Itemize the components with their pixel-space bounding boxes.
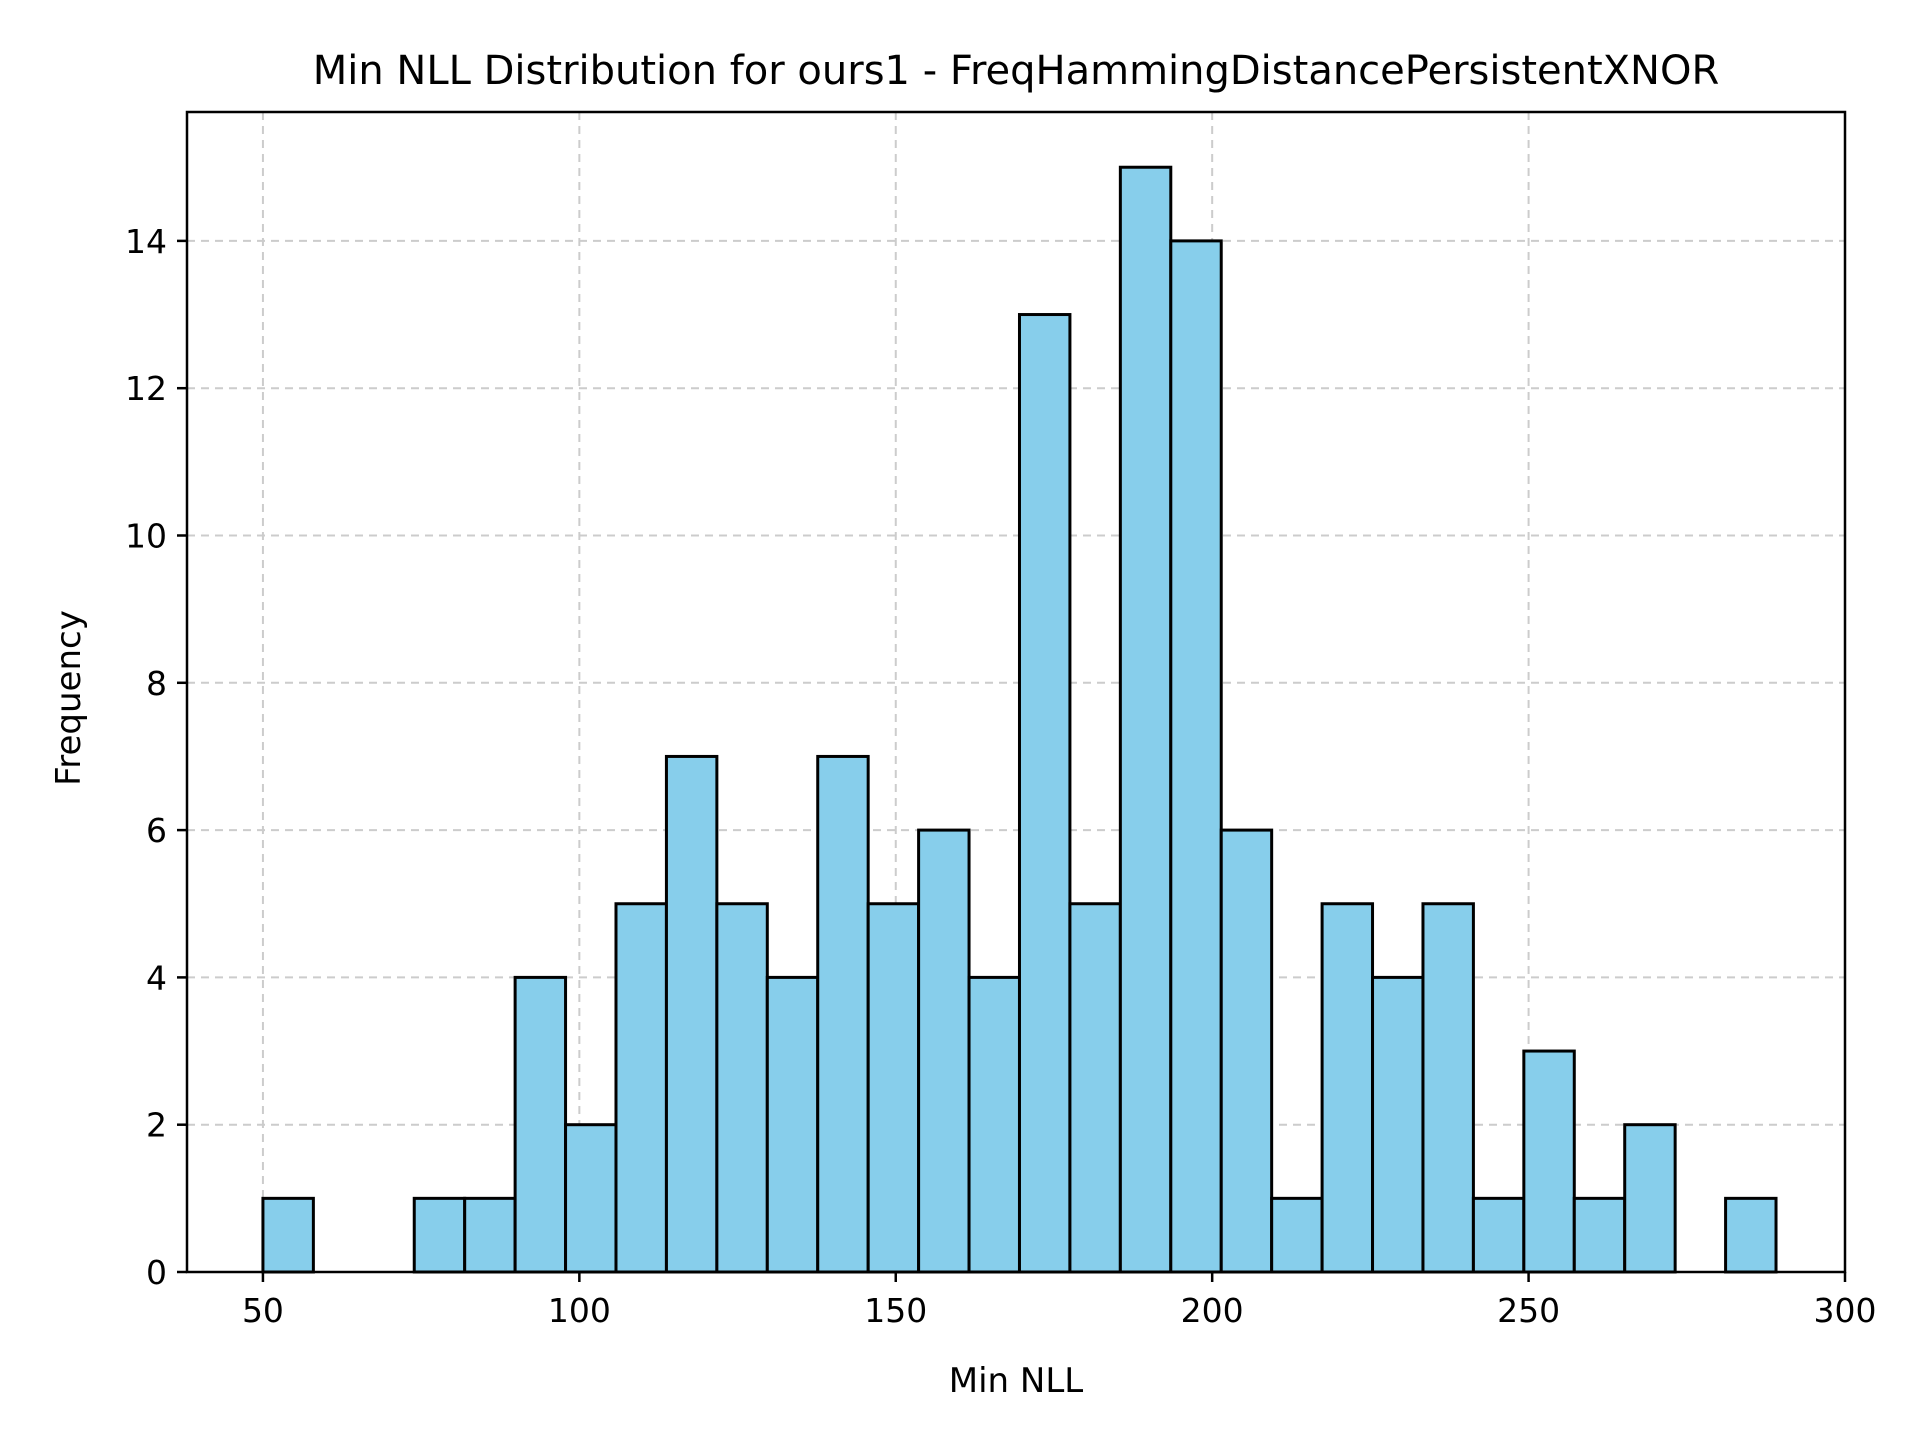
histogram-bar [1219,828,1274,1274]
histogram-bar [1017,313,1072,1274]
histogram-bar [1118,165,1173,1274]
histogram-bar [866,902,921,1274]
histogram-bar [1471,1196,1526,1274]
y-tick-label: 10 [125,516,167,555]
histogram-bar [967,975,1021,1274]
y-tick-label: 8 [146,664,167,703]
x-tick-label: 100 [548,1291,611,1330]
histogram-bar [816,754,870,1274]
y-tick-label: 2 [146,1106,167,1145]
histogram-bar [1623,1123,1677,1274]
y-tick-label: 6 [146,811,167,850]
histogram-bar [614,902,668,1274]
histogram-bar [917,828,971,1274]
x-tick-label: 150 [864,1291,927,1330]
ticks-layer: 50 100 150 200 250 300 0 2 4 6 8 10 12 14 [125,222,1877,1330]
x-tick-label: 200 [1181,1291,1244,1330]
histogram-bar [261,1196,315,1274]
histogram-bar [1572,1196,1627,1274]
x-tick-label: 300 [1814,1291,1877,1330]
y-tick-label: 0 [146,1253,167,1292]
histogram-bar [715,902,769,1274]
histogram-bar [1068,902,1122,1274]
x-axis-label: Min NLL [949,1361,1084,1401]
histogram-bar [1371,975,1425,1274]
y-tick-label: 14 [125,222,167,261]
y-axis-label: Frequency [49,610,89,786]
histogram-bar [564,1123,618,1274]
histogram-bar [1320,902,1375,1274]
y-tick-label: 4 [146,958,167,997]
histogram-bar [664,754,719,1274]
histogram-bar [765,975,820,1274]
bars-layer [261,165,1778,1274]
histogram-bar [1724,1196,1778,1274]
histogram-bar [463,1196,517,1274]
histogram-bar [513,975,568,1274]
x-tick-label: 50 [242,1291,284,1330]
histogram-bar [1421,902,1475,1274]
y-tick-label: 12 [125,369,167,408]
chart-title: Min NLL Distribution for ours1 - FreqHam… [313,48,1720,94]
histogram-bar [1270,1196,1324,1274]
histogram-bar [412,1196,467,1274]
histogram-bar [1522,1049,1576,1274]
x-tick-label: 250 [1497,1291,1560,1330]
plot-frame [185,110,1847,1274]
histogram-bar [1169,239,1223,1274]
